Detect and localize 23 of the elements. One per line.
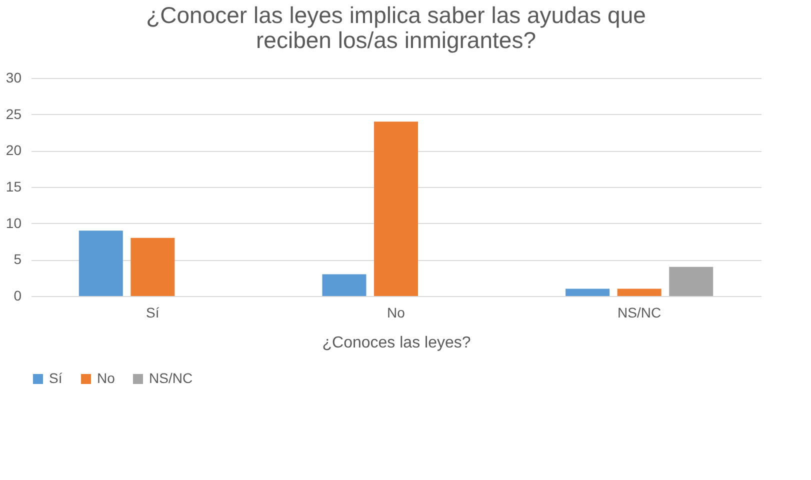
y-tick-label: 10	[6, 214, 22, 231]
bar	[617, 288, 662, 296]
bar	[78, 230, 123, 296]
legend-label: Sí	[49, 370, 62, 386]
y-tick-label: 25	[6, 106, 22, 122]
x-tick-label: No	[387, 304, 406, 320]
y-tick-label: 15	[6, 178, 22, 194]
x-tick-label: Sí	[146, 304, 160, 320]
y-tick-label: 30	[6, 70, 22, 86]
legend-label: NS/NC	[149, 370, 193, 386]
y-tick-label: 20	[6, 142, 22, 158]
bar	[130, 238, 175, 296]
y-tick-label: 5	[14, 251, 22, 268]
text: reciben los/as inmigrantes?	[256, 27, 536, 53]
text: ¿Conocer las leyes implica saber las ayudas que	[146, 2, 646, 28]
x-tick-label: NS/NC	[618, 304, 662, 320]
x-axis-title: ¿Conoces las leyes?	[322, 334, 471, 352]
legend-label: No	[97, 370, 116, 386]
bar	[374, 122, 418, 296]
bar	[566, 288, 610, 296]
y-tick-label: 0	[14, 288, 22, 304]
bar	[669, 266, 714, 296]
bar	[322, 274, 366, 296]
